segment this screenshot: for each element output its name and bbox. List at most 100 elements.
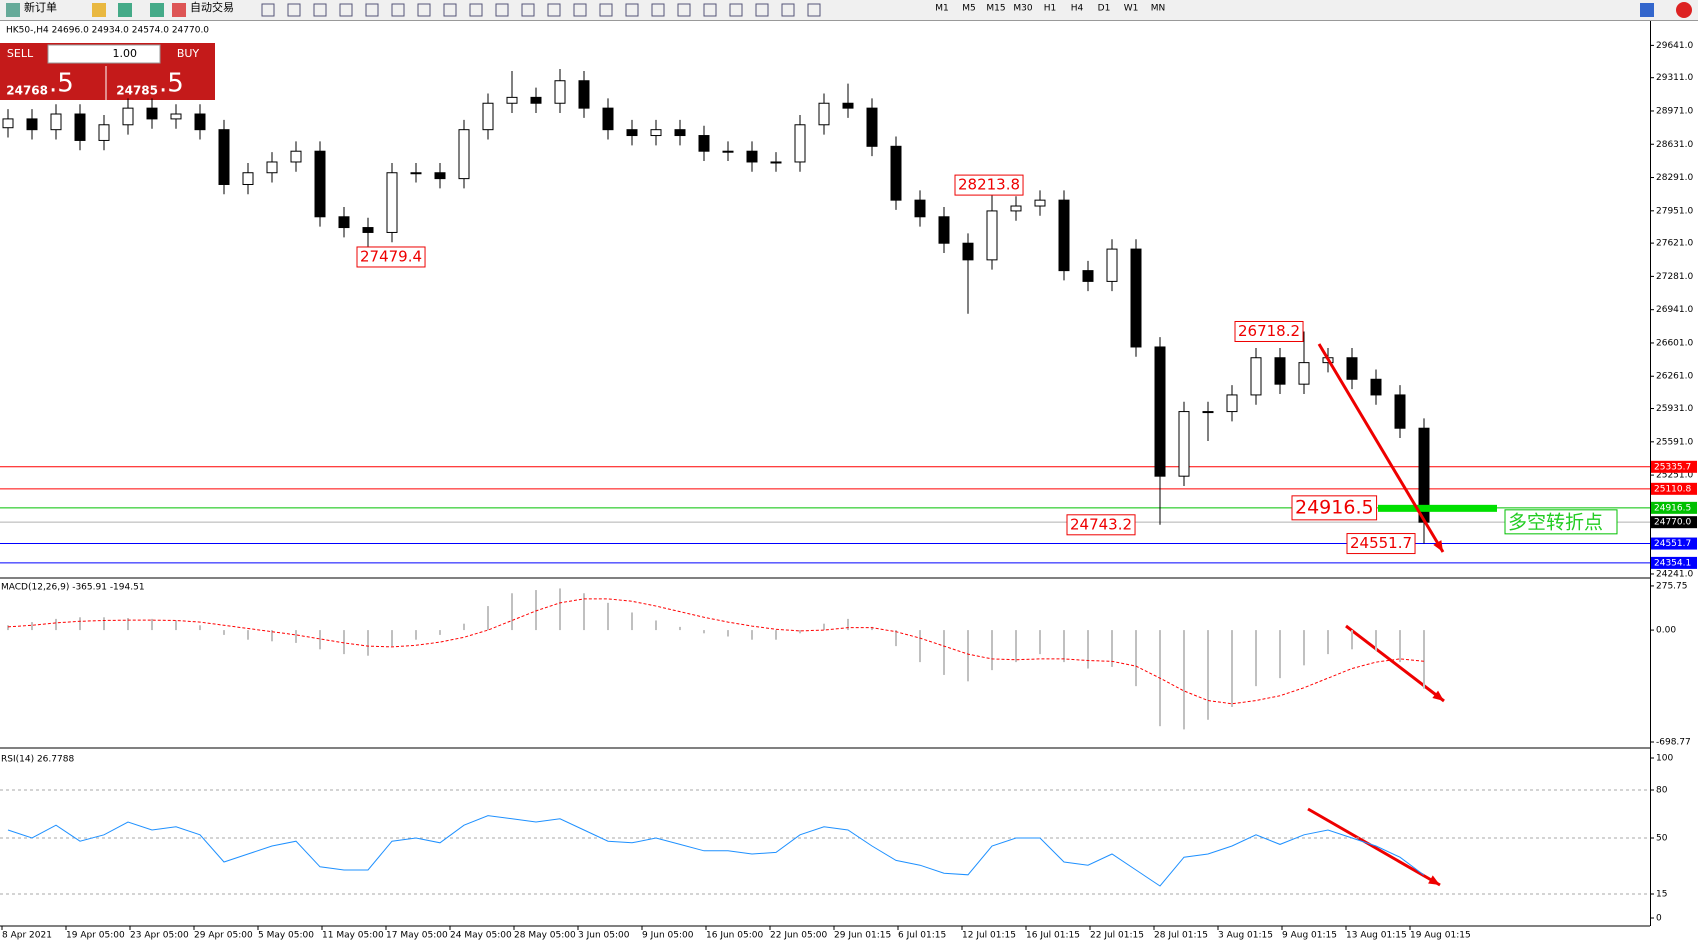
new-order[interactable]: 新订单 <box>24 0 57 14</box>
x-tick-label: 8 Apr 2021 <box>2 931 52 941</box>
y-tick-label: 25251.0 <box>1656 471 1693 481</box>
timeframe[interactable]: M1 <box>935 4 949 14</box>
lots[interactable]: 1.00 <box>113 47 138 60</box>
candle-body <box>578 80 590 109</box>
x-tick-label: 17 May 05:00 <box>386 931 448 941</box>
y-tick-label: 15 <box>1656 890 1667 900</box>
timeframe[interactable]: W1 <box>1124 4 1139 14</box>
candle-body <box>1154 346 1166 477</box>
tool-icon[interactable] <box>521 3 535 17</box>
level-label: 24354.1 <box>1654 558 1691 568</box>
candle-body <box>1010 205 1022 212</box>
candle-body <box>26 118 38 131</box>
timeframe[interactable]: D1 <box>1098 4 1111 14</box>
lots-input[interactable] <box>47 44 161 64</box>
x-tick-label: 3 Aug 01:15 <box>1218 931 1273 941</box>
tool-icon[interactable] <box>365 3 379 17</box>
timeframe[interactable]: M30 <box>1013 4 1032 14</box>
macd-bar <box>103 617 105 631</box>
tool-icon[interactable] <box>755 3 769 17</box>
tool-icon[interactable] <box>391 3 405 17</box>
candle-body <box>218 129 230 185</box>
timeframe[interactable]: M5 <box>962 4 976 14</box>
buy-price[interactable]: 24785 <box>116 84 158 98</box>
timeframe[interactable]: M15 <box>986 4 1005 14</box>
y-tick-label: 28291.0 <box>1656 173 1693 183</box>
icon[interactable] <box>6 3 20 17</box>
icon[interactable] <box>118 3 132 17</box>
timeframe[interactable]: H1 <box>1044 4 1057 14</box>
icon[interactable] <box>172 3 186 17</box>
candle-body <box>650 129 662 137</box>
macd-bar <box>1279 630 1281 679</box>
macd-bar <box>7 625 9 631</box>
buy-price-frac[interactable]: .5 <box>159 69 184 99</box>
macd-bar <box>1351 630 1353 650</box>
sell-button[interactable]: SELL <box>7 47 34 60</box>
icon[interactable] <box>92 3 106 17</box>
alert[interactable] <box>1676 2 1692 18</box>
tool-icon[interactable] <box>781 3 795 17</box>
x-tick-label: 11 May 05:00 <box>322 931 384 941</box>
macd-bar <box>1423 630 1425 689</box>
icon[interactable] <box>150 3 164 17</box>
candle-body <box>1082 270 1094 282</box>
tool-icon[interactable] <box>495 3 509 17</box>
tool-icon[interactable] <box>261 3 275 17</box>
tool-icon[interactable] <box>339 3 353 17</box>
candle-body <box>674 129 686 137</box>
candle-body <box>1130 248 1142 348</box>
sell-price[interactable]: 24768 <box>6 84 48 98</box>
tool-icon[interactable] <box>703 3 717 17</box>
macd-bar <box>1327 630 1329 655</box>
macd-bar <box>1087 630 1089 669</box>
tool-icon[interactable] <box>417 3 431 17</box>
x-tick-label: 12 Jul 01:15 <box>962 931 1016 941</box>
tool-icon[interactable] <box>547 3 561 17</box>
x-tick-label: 5 May 05:00 <box>258 931 314 941</box>
annotation-box <box>1346 533 1416 555</box>
tool-icon[interactable] <box>677 3 691 17</box>
tool-icon[interactable] <box>573 3 587 17</box>
macd-bar <box>175 620 177 631</box>
sell-price-frac[interactable]: .5 <box>49 69 74 99</box>
level-label: 24551.7 <box>1654 539 1691 549</box>
x-tick-label: 9 Jun 05:00 <box>642 931 694 941</box>
x-tick-label: 3 Jun 05:00 <box>578 931 630 941</box>
tool-icon[interactable] <box>443 3 457 17</box>
candle-body <box>170 113 182 120</box>
macd-bar <box>1303 630 1305 666</box>
macd-bar <box>583 593 585 631</box>
tool-icon[interactable] <box>729 3 743 17</box>
tool-icon[interactable] <box>651 3 665 17</box>
y-tick-label: 28631.0 <box>1656 140 1693 150</box>
x-tick-label: 6 Jul 01:15 <box>898 931 946 941</box>
candle-body <box>1298 362 1310 385</box>
auto-trading[interactable]: 自动交易 <box>190 0 234 14</box>
candle-body <box>554 80 566 104</box>
tool-icon[interactable] <box>287 3 301 17</box>
annotation-box <box>954 174 1024 196</box>
y-tick-label: 25931.0 <box>1656 404 1693 414</box>
macd-bar <box>895 630 897 647</box>
order-panel: SELL BUY 1.00 24768 .5 24785 .5 <box>0 43 215 100</box>
search[interactable] <box>1640 3 1654 17</box>
trend-arrow <box>1317 343 1445 553</box>
timeframe[interactable]: MN <box>1151 4 1166 14</box>
candle-body <box>626 129 638 137</box>
candle-body <box>458 129 470 180</box>
candle-body <box>146 107 158 120</box>
macd-bar <box>919 630 921 663</box>
tool-icon[interactable] <box>313 3 327 17</box>
timeframe[interactable]: H4 <box>1071 4 1084 14</box>
candle-body <box>266 161 278 174</box>
tool-icon[interactable] <box>807 3 821 17</box>
candle-body <box>434 172 446 180</box>
tool-icon[interactable] <box>599 3 613 17</box>
buy-button[interactable]: BUY <box>177 47 200 60</box>
tool-icon[interactable] <box>625 3 639 17</box>
y-tick-label: 26261.0 <box>1656 372 1693 382</box>
tool-icon[interactable] <box>469 3 483 17</box>
y-tick-label: 24241.0 <box>1656 569 1693 579</box>
